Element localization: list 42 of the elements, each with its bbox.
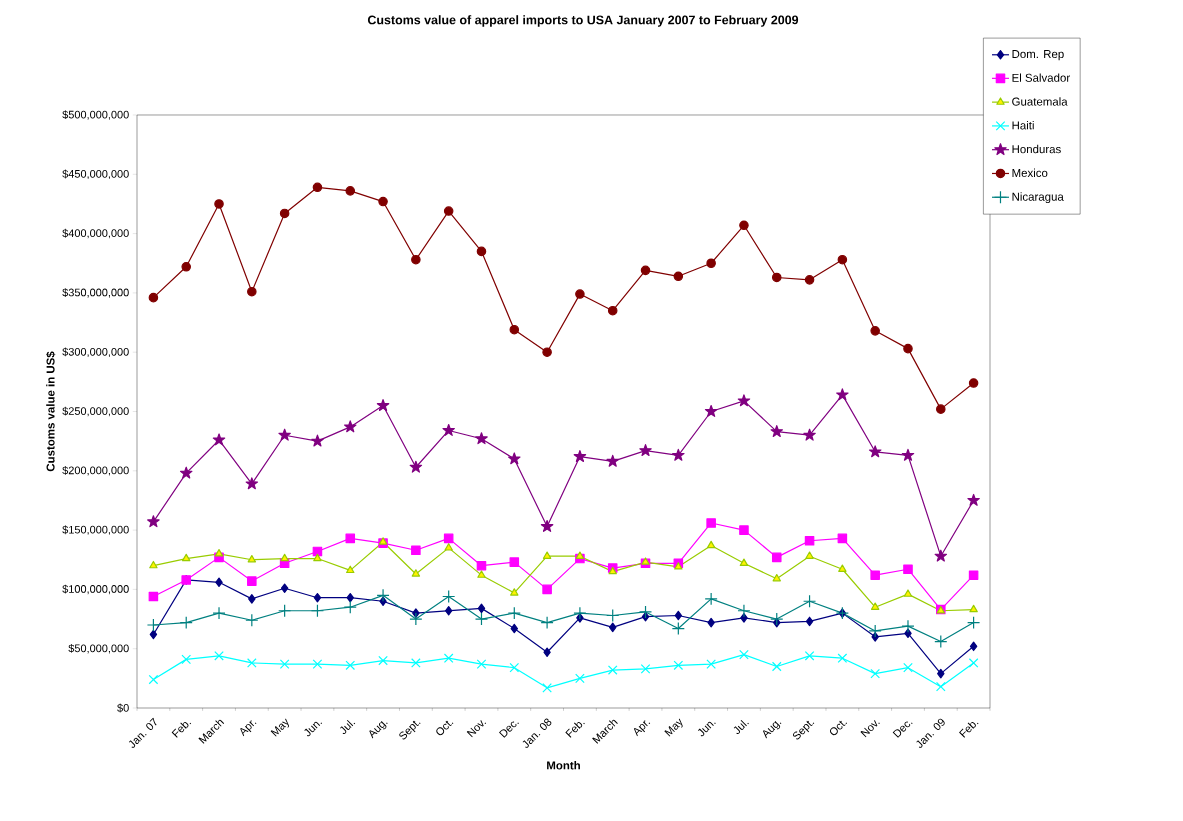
x-tick-label: Dec. bbox=[892, 721, 913, 738]
legend-label: Mexico bbox=[1012, 168, 1048, 177]
x-tick-label: Nov. bbox=[466, 720, 487, 738]
x-tick-label: May bbox=[270, 718, 289, 737]
x-tick-label: Jul. bbox=[733, 719, 749, 734]
x-tick-label: Apr. bbox=[240, 720, 257, 737]
y-tick-label: $150,000,000 bbox=[62, 525, 129, 535]
x-tick-label: Dec. bbox=[499, 721, 519, 738]
y-tick-label: $450,000,000 bbox=[62, 169, 129, 180]
x-tick-label: Aug. bbox=[763, 721, 782, 739]
x-tick-label: Apr. bbox=[633, 720, 651, 737]
x-tick-label: Jul. bbox=[340, 719, 356, 734]
x-axis-title: Month bbox=[547, 761, 580, 770]
legend-label: Dom. Rep bbox=[1012, 50, 1064, 61]
y-tick-label: $250,000,000 bbox=[62, 406, 129, 417]
x-tick-label: Feb. bbox=[565, 722, 585, 738]
legend-label: Haiti bbox=[1012, 121, 1034, 130]
x-tick-label: Nov. bbox=[860, 720, 880, 738]
x-tick-label: Jan. 08 bbox=[522, 718, 552, 748]
y-tick-label: $50,000,000 bbox=[68, 643, 129, 654]
x-tick-label: Aug. bbox=[369, 721, 388, 739]
x-tick-label: Feb. bbox=[959, 722, 979, 738]
legend-label: Nicaragua bbox=[1012, 192, 1064, 204]
y-tick-label: $0 bbox=[117, 703, 129, 713]
y-tick-label: $300,000,000 bbox=[62, 347, 129, 357]
y-tick-label: $100,000,000 bbox=[62, 584, 129, 595]
y-tick-label: $500,000,000 bbox=[62, 110, 129, 120]
x-tick-label: Jan. 09 bbox=[916, 718, 945, 748]
x-tick-label: Oct. bbox=[829, 720, 848, 736]
x-tick-label: Oct. bbox=[436, 720, 454, 736]
x-tick-label: Jan. 07 bbox=[128, 717, 157, 748]
y-tick-label: $350,000,000 bbox=[62, 288, 129, 298]
y-axis-title: Customs value in US$ bbox=[46, 351, 56, 472]
legend-label: Honduras bbox=[1012, 144, 1061, 154]
legend-label: Guatemala bbox=[1012, 97, 1068, 106]
x-tick-label: Feb. bbox=[171, 722, 192, 738]
y-tick-label: $200,000,000 bbox=[62, 466, 129, 476]
x-tick-label: Jun. bbox=[304, 721, 323, 737]
x-tick-label: Jun. bbox=[698, 721, 716, 737]
y-tick-label: $400,000,000 bbox=[62, 228, 129, 239]
legend-label: El Salvador bbox=[1012, 73, 1070, 82]
chart-title: Customs value of apparel imports to USA January 2007 to February 2009 bbox=[367, 15, 799, 27]
